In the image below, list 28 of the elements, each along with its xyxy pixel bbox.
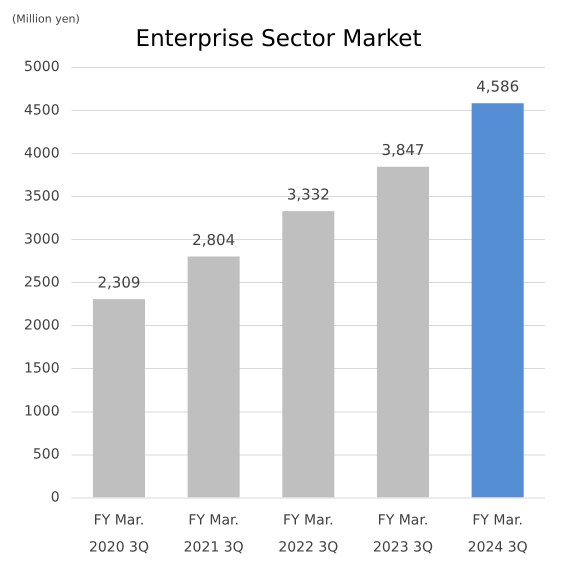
x-tick-label: FY Mar. 2020 3Q (88, 512, 149, 556)
y-tick-label: 3000 (24, 231, 60, 248)
bar (188, 256, 240, 498)
y-tick-label: 2500 (24, 274, 60, 290)
chart-title: Enterprise Sector Market (136, 26, 422, 52)
data-label: 4,586 (476, 78, 520, 96)
y-tick-label: 3500 (24, 188, 60, 204)
x-tick-label: FY Mar. 2023 3Q (372, 512, 433, 556)
y-tick-label: 0 (50, 489, 60, 506)
data-label: 3,332 (286, 186, 330, 204)
bar (282, 211, 334, 498)
data-label: 3,847 (382, 141, 424, 160)
y-tick-label: 1500 (24, 360, 60, 376)
y-axis-title: (Million yen) (12, 12, 80, 26)
y-tick-label: 4000 (24, 145, 60, 162)
data-label: 2,309 (97, 274, 140, 292)
bar (472, 103, 524, 498)
y-tick-label: 500 (32, 446, 60, 462)
y-tick-label: 4500 (24, 102, 60, 118)
x-tick-label: FY Mar. 2022 3Q (278, 512, 338, 556)
x-tick-label: FY Mar. 2021 3Q (184, 512, 244, 556)
y-tick-label: 1000 (24, 403, 60, 420)
y-tick-label: 5000 (24, 59, 60, 76)
bar (376, 166, 430, 498)
x-tick-label: FY Mar. 2024 3Q (468, 512, 528, 556)
bar (92, 299, 145, 498)
y-tick-label: 2000 (24, 317, 60, 334)
data-label: 2,804 (192, 230, 236, 249)
